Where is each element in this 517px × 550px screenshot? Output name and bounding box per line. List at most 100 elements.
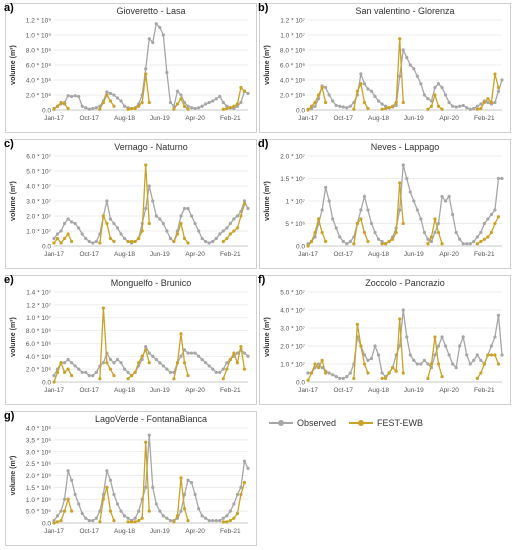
model-point [55, 104, 60, 108]
observed-point [115, 226, 120, 230]
model-point [59, 241, 63, 245]
x-tick-label: Aug-18 [368, 387, 389, 394]
y-tick-label: 6.0 * 10⁶ [280, 63, 305, 70]
observed-point [84, 106, 88, 110]
model-point [130, 373, 134, 378]
observed-point [144, 485, 148, 489]
observed-point [479, 102, 483, 106]
observed-point [331, 217, 335, 221]
model-point [401, 221, 405, 226]
observed-point [70, 220, 74, 224]
model-point [486, 97, 490, 101]
observed-point [119, 509, 123, 513]
observed-point [412, 358, 416, 362]
model-point [239, 492, 243, 497]
observed-point [161, 221, 165, 226]
panel-label: c) [4, 138, 14, 150]
model-point [66, 232, 70, 236]
observed-point [158, 361, 162, 365]
model-point [98, 107, 102, 111]
model-point [426, 242, 430, 246]
observed-point [154, 214, 158, 218]
y-tick-label: 0.0 [42, 521, 51, 528]
legend-model: FEST-EWB [348, 418, 423, 428]
observed-point [398, 344, 402, 348]
observed-point [482, 221, 486, 226]
observed-point [147, 351, 151, 355]
model-point [126, 107, 130, 111]
model-point [221, 377, 225, 381]
observed-point [408, 353, 412, 357]
observed-point [158, 509, 162, 513]
model-point [147, 509, 151, 513]
observed-point [207, 519, 211, 523]
observed-point [151, 199, 155, 203]
observed-point [489, 212, 494, 217]
model-point [309, 104, 314, 108]
observed-point [200, 514, 204, 518]
model-point [320, 85, 324, 90]
observed-point [436, 344, 441, 348]
observed-point [161, 33, 165, 37]
observed-point [122, 104, 127, 108]
x-tick-label: Aug-18 [114, 115, 135, 122]
observed-point [440, 194, 444, 199]
model-point [108, 99, 113, 103]
chart-svg-b: San valentino - Glorenza 0.0 2.0 * 10⁶ 4.0 … [264, 6, 504, 122]
model-point [391, 104, 395, 108]
observed-point [218, 94, 222, 99]
x-tick-label: Feb-21 [220, 251, 241, 258]
x-tick-label: Jan-17 [44, 387, 64, 394]
observed-point [436, 82, 441, 86]
y-tick-label: 4.0 * 10⁸ [26, 78, 51, 85]
model-point [380, 242, 384, 246]
observed-point [246, 354, 250, 358]
observed-point [306, 371, 310, 375]
observed-point [112, 221, 116, 226]
observed-point [186, 351, 190, 355]
observed-point [412, 67, 416, 71]
model-point [126, 239, 130, 244]
observed-point [380, 239, 384, 244]
model-point [394, 230, 398, 235]
y-tick-label: 5.0 * 10⁷ [26, 169, 51, 176]
observed-point [55, 232, 60, 236]
chart-svg-d: Neves - Lappago 0.0 5 * 10⁶ 1 * 10⁷ 1.5 * 10… [264, 142, 504, 258]
observed-point [98, 509, 102, 513]
y-axis-label: volume (m³) [264, 45, 271, 85]
model-point [108, 367, 113, 371]
model-point [105, 485, 109, 489]
observed-point [331, 373, 335, 377]
observed-point [193, 351, 197, 355]
model-point [179, 221, 183, 226]
model-point [112, 239, 116, 244]
observed-point [84, 516, 88, 520]
observed-point [189, 214, 194, 218]
observed-point [465, 106, 469, 110]
model-point [70, 239, 74, 244]
model-point [59, 519, 63, 523]
observed-point [493, 100, 497, 105]
model-point [232, 516, 236, 520]
observed-point [126, 516, 130, 520]
y-tick-label: 1.0 * 10⁶ [26, 497, 51, 504]
observed-point [493, 335, 497, 339]
observed-point [440, 335, 444, 339]
x-tick-label: Jun-19 [150, 115, 170, 122]
y-tick-label: 4.0 * 10⁶ [26, 426, 51, 433]
observed-point [214, 519, 218, 523]
observed-point [373, 94, 377, 99]
observed-point [458, 237, 462, 241]
observed-point [426, 97, 430, 101]
x-tick-label: Apr-20 [439, 251, 459, 258]
observed-point [108, 91, 113, 96]
model-point [105, 361, 109, 365]
observed-point [165, 70, 169, 75]
y-axis-label: volume (m³) [264, 317, 271, 357]
y-tick-label: 1.0 * 10⁷ [280, 33, 305, 40]
model-point [242, 202, 247, 206]
observed-point [94, 106, 98, 110]
observed-point [486, 100, 490, 105]
y-tick-label: 2.0 * 10⁷ [26, 214, 51, 221]
observed-point [84, 236, 88, 241]
